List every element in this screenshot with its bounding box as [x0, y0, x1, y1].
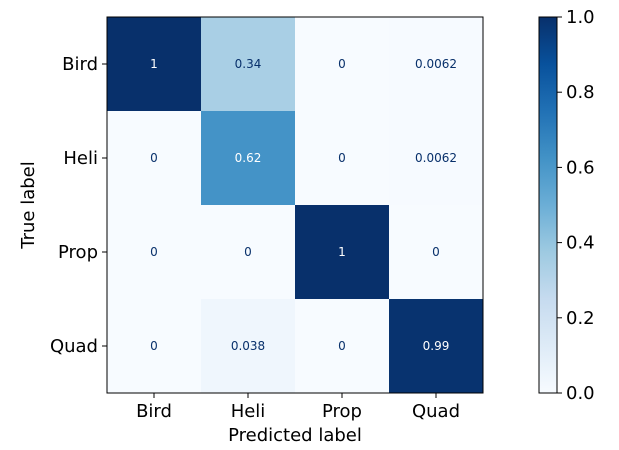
colorbar-tick-label: 0.2	[566, 308, 595, 329]
heatmap-cell	[295, 205, 389, 299]
heatmap-cell	[389, 299, 483, 393]
colorbar-tick-label: 0.8	[566, 82, 595, 103]
cell-value-label: 0.0062	[415, 151, 457, 165]
y-tick-label: Bird	[62, 54, 98, 75]
colorbar-ticks: 0.0 0.2 0.4 0.6 0.8 1.0	[557, 7, 595, 404]
heatmap-cell	[201, 205, 295, 299]
colorbar-tick-label: 0.6	[566, 157, 595, 178]
y-tick-label: Prop	[58, 242, 98, 263]
heatmap-cell	[201, 17, 295, 111]
x-tick-label: Heli	[231, 401, 266, 422]
cell-value-label: 0	[244, 245, 252, 259]
heatmap-cell	[295, 17, 389, 111]
x-tick-label: Bird	[136, 401, 172, 422]
y-axis-title: True label	[18, 161, 39, 250]
x-tick-label: Quad	[412, 401, 460, 422]
y-axis-ticks: Bird Heli Prop Quad	[50, 54, 107, 357]
cell-value-label: 0.34	[235, 57, 262, 71]
cell-value-label: 0	[338, 339, 346, 353]
colorbar-tick-label: 1.0	[566, 7, 595, 28]
cell-value-label: 0	[338, 151, 346, 165]
y-tick-label: Heli	[63, 148, 98, 169]
colorbar	[538, 16, 558, 394]
heatmap-cell-labels: 1 0.34 0 0.0062 0 0.62 0 0.0062 0 0 1 0 0 0.038 0 0.99	[150, 57, 457, 353]
colorbar-tick-label: 0.0	[566, 383, 595, 404]
heatmap-cell	[389, 17, 483, 111]
heatmap-cell	[389, 205, 483, 299]
x-axis-title: Predicted label	[228, 425, 362, 446]
y-tick-label: Quad	[50, 336, 98, 357]
heatmap-cell	[295, 111, 389, 205]
cell-value-label: 0.62	[235, 151, 262, 165]
heatmap-cell	[201, 299, 295, 393]
colorbar-tick-label: 0.4	[566, 233, 595, 254]
cell-value-label: 0.99	[423, 339, 450, 353]
cell-value-label: 1	[150, 57, 158, 71]
plot-frame	[106, 16, 484, 394]
heatmap-cell	[295, 299, 389, 393]
cell-value-label: 0.038	[231, 339, 265, 353]
heatmap-cell	[107, 205, 201, 299]
cell-value-label: 0	[338, 57, 346, 71]
x-axis-ticks: Bird Heli Prop Quad	[136, 393, 460, 422]
cell-value-label: 0	[150, 151, 158, 165]
heatmap-cell	[107, 111, 201, 205]
cell-value-label: 1	[338, 245, 346, 259]
cell-value-label: 0.0062	[415, 57, 457, 71]
x-tick-label: Prop	[322, 401, 362, 422]
heatmap-cell	[107, 299, 201, 393]
cell-value-label: 0	[150, 339, 158, 353]
heatmap-cells	[107, 17, 483, 393]
heatmap-cell	[201, 111, 295, 205]
cell-value-label: 0	[150, 245, 158, 259]
cell-value-label: 0	[432, 245, 440, 259]
heatmap-cell	[107, 17, 201, 111]
heatmap-cell	[389, 111, 483, 205]
